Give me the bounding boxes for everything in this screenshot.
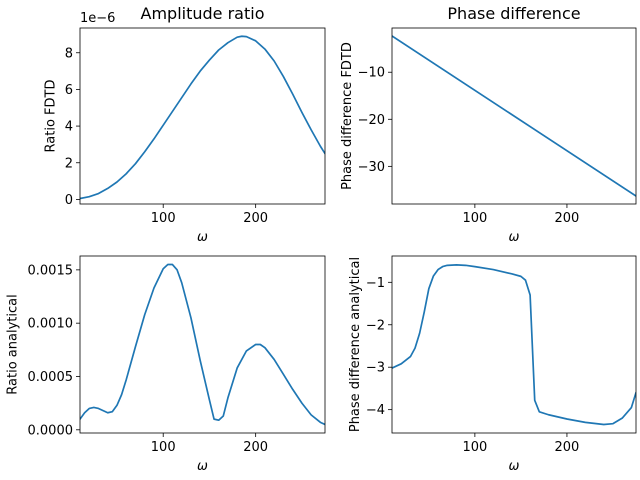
amplitude-fdtd-x-tick-label: 200 xyxy=(243,211,268,226)
phase-fdtd-x-tick-label: 100 xyxy=(462,211,487,226)
phase-analytical-y-tick-label: −2 xyxy=(366,318,385,333)
amplitude-fdtd-y-tick-label: 8 xyxy=(65,46,73,61)
phase-fdtd-y-tick-label: −30 xyxy=(358,160,385,175)
amplitude-fdtd-series-line xyxy=(80,35,325,200)
phase-analytical-series-line xyxy=(392,264,636,426)
amplitude-analytical-y-tick-label: 0.0010 xyxy=(28,317,74,332)
amplitude-analytical-x-tick-label: 100 xyxy=(151,440,176,455)
amplitude-fdtd-y-tick-label: 4 xyxy=(65,120,73,135)
phase-fdtd-y-axis-label: Phase difference FDTD xyxy=(340,42,355,190)
phase-fdtd-y-tick-label: −10 xyxy=(358,66,385,81)
phase-analytical-y-tick-label: −3 xyxy=(366,361,385,376)
amplitude-fdtd-y-offset-label: 1e−6 xyxy=(80,11,115,26)
phase-fdtd-panel: 100 200 −10 −20 −30 Phase difference ω Phase di… xyxy=(340,4,637,245)
amplitude-analytical-axes-frame xyxy=(79,255,326,434)
phase-analytical-x-axis-label: ω xyxy=(509,459,520,474)
phase-analytical-axes-frame xyxy=(391,255,637,434)
phase-fdtd-x-axis-label: ω xyxy=(509,230,520,245)
phase-analytical-y-axis-label: Phase difference analytical xyxy=(348,257,363,432)
amplitude-fdtd-panel: 100 200 0 2 4 6 8 Amplitude ratio 1e−6 ω Ratio FDT… xyxy=(43,4,326,245)
phase-fdtd-x-tick-label: 200 xyxy=(555,211,580,226)
amplitude-fdtd-x-axis-label: ω xyxy=(197,230,208,245)
phase-fdtd-axes-frame xyxy=(391,27,637,205)
amplitude-analytical-panel: 100 200 0.0000 0.0005 0.0010 0.0015 ω Ratio ana… xyxy=(5,255,326,474)
amplitude-analytical-x-axis-label: ω xyxy=(197,459,208,474)
phase-fdtd-series-line xyxy=(392,35,636,197)
phase-analytical-y-tick-label: −1 xyxy=(366,276,385,291)
phase-fdtd-y-tick-label: −20 xyxy=(358,113,385,128)
amplitude-fdtd-y-tick-label: 6 xyxy=(65,83,73,98)
amplitude-fdtd-y-tick-label: 0 xyxy=(65,193,73,208)
phase-analytical-panel: 100 200 −1 −2 −3 −4 ω Phase difference analytic… xyxy=(348,255,637,474)
amplitude-fdtd-y-axis-label: Ratio FDTD xyxy=(43,80,58,153)
phase-analytical-y-tick-label: −4 xyxy=(366,403,385,418)
amplitude-analytical-y-tick-label: 0.0015 xyxy=(28,263,74,278)
phase-analytical-x-tick-label: 100 xyxy=(462,440,487,455)
phase-fdtd-title: Phase difference xyxy=(447,4,580,23)
amplitude-analytical-y-axis-label: Ratio analytical xyxy=(5,294,20,394)
amplitude-analytical-series-line xyxy=(80,263,325,426)
phase-analytical-x-tick-label: 200 xyxy=(555,440,580,455)
amplitude-analytical-y-tick-label: 0.0005 xyxy=(28,370,74,385)
amplitude-analytical-y-tick-label: 0.0000 xyxy=(28,423,74,438)
amplitude-fdtd-axes-frame xyxy=(79,27,326,205)
amplitude-fdtd-x-tick-label: 100 xyxy=(151,211,176,226)
amplitude-analytical-x-tick-label: 200 xyxy=(243,440,268,455)
amplitude-fdtd-title: Amplitude ratio xyxy=(141,4,265,23)
amplitude-fdtd-y-tick-label: 2 xyxy=(65,156,73,171)
